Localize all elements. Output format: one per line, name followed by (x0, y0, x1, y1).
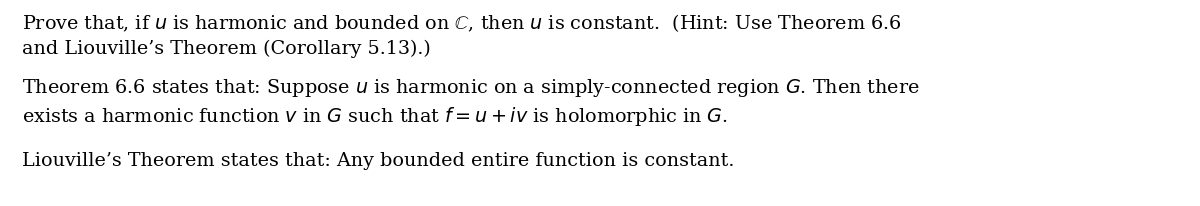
Text: Prove that, if $u$ is harmonic and bounded on $\mathbb{C}$, then $u$ is constant: Prove that, if $u$ is harmonic and bound… (22, 12, 901, 34)
Text: exists a harmonic function $v$ in $G$ such that $f = u + iv$ is holomorphic in $: exists a harmonic function $v$ in $G$ su… (22, 104, 728, 127)
Text: Liouville’s Theorem states that: Any bounded entire function is constant.: Liouville’s Theorem states that: Any bou… (22, 151, 734, 169)
Text: and Liouville’s Theorem (Corollary 5.13).): and Liouville’s Theorem (Corollary 5.13)… (22, 40, 431, 58)
Text: Theorem 6.6 states that: Suppose $u$ is harmonic on a simply-connected region $G: Theorem 6.6 states that: Suppose $u$ is … (22, 77, 919, 98)
